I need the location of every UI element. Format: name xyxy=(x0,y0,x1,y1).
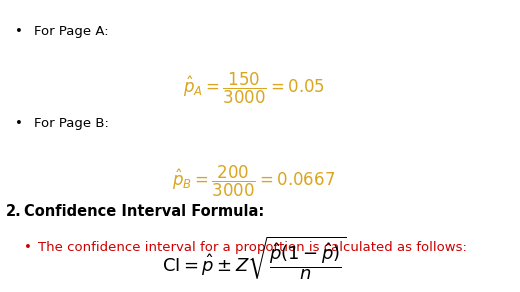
Text: $\hat{p}_A = \dfrac{150}{3000} = 0.05$: $\hat{p}_A = \dfrac{150}{3000} = 0.05$ xyxy=(183,71,325,106)
Text: $\mathrm{CI} = \hat{p} \pm Z\sqrt{\dfrac{\hat{p}(1-\hat{p})}{n}}$: $\mathrm{CI} = \hat{p} \pm Z\sqrt{\dfrac… xyxy=(162,234,346,282)
Text: For Page A:: For Page A: xyxy=(33,25,108,38)
Text: The confidence interval for a proportion is calculated as follows:: The confidence interval for a proportion… xyxy=(38,241,467,254)
Text: •: • xyxy=(15,25,23,38)
Text: •: • xyxy=(24,241,32,254)
Text: •: • xyxy=(15,117,23,130)
Text: $\hat{p}_B = \dfrac{200}{3000} = 0.0667$: $\hat{p}_B = \dfrac{200}{3000} = 0.0667$ xyxy=(172,163,335,199)
Text: For Page B:: For Page B: xyxy=(33,117,108,130)
Text: Confidence Interval Formula:: Confidence Interval Formula: xyxy=(24,204,265,219)
Text: 2.: 2. xyxy=(6,204,22,219)
